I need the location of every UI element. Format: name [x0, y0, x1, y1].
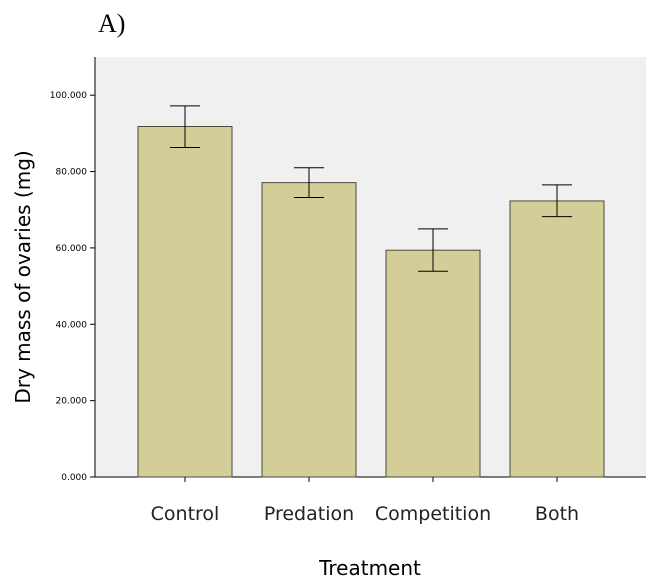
error-bar-predation — [294, 167, 324, 199]
x-category-label: Control — [151, 503, 220, 525]
y-tick-label: 40.000 — [56, 320, 88, 330]
y-tick-label: 0.000 — [61, 473, 87, 483]
y-ticks-group: 0.000 20.000 40.000 60.000 80.000 100.000 — [50, 91, 95, 483]
error-bar-control — [170, 105, 200, 148]
bar-predation — [261, 182, 357, 478]
error-bars-group — [170, 105, 572, 272]
x-category-label: Competition — [375, 503, 491, 525]
y-tick-label: 60.000 — [56, 244, 88, 254]
bar-both — [509, 200, 605, 478]
x-category-labels: Control Predation Competition Both — [151, 477, 579, 525]
error-bar-competition — [418, 228, 448, 272]
error-bar-both — [542, 184, 572, 218]
bar-competition — [385, 249, 481, 478]
x-category-label: Predation — [264, 503, 354, 525]
bar-control — [137, 125, 233, 478]
y-tick-label: 20.000 — [56, 397, 88, 407]
panel-label: A) — [98, 9, 125, 38]
x-axis-title: Treatment — [318, 556, 421, 580]
y-tick-label: 80.000 — [56, 168, 88, 178]
y-axis-title: Dry mass of ovaries (mg) — [11, 150, 35, 403]
bars-group — [137, 125, 605, 478]
y-tick-label: 100.000 — [50, 91, 87, 101]
x-category-label: Both — [535, 503, 579, 525]
